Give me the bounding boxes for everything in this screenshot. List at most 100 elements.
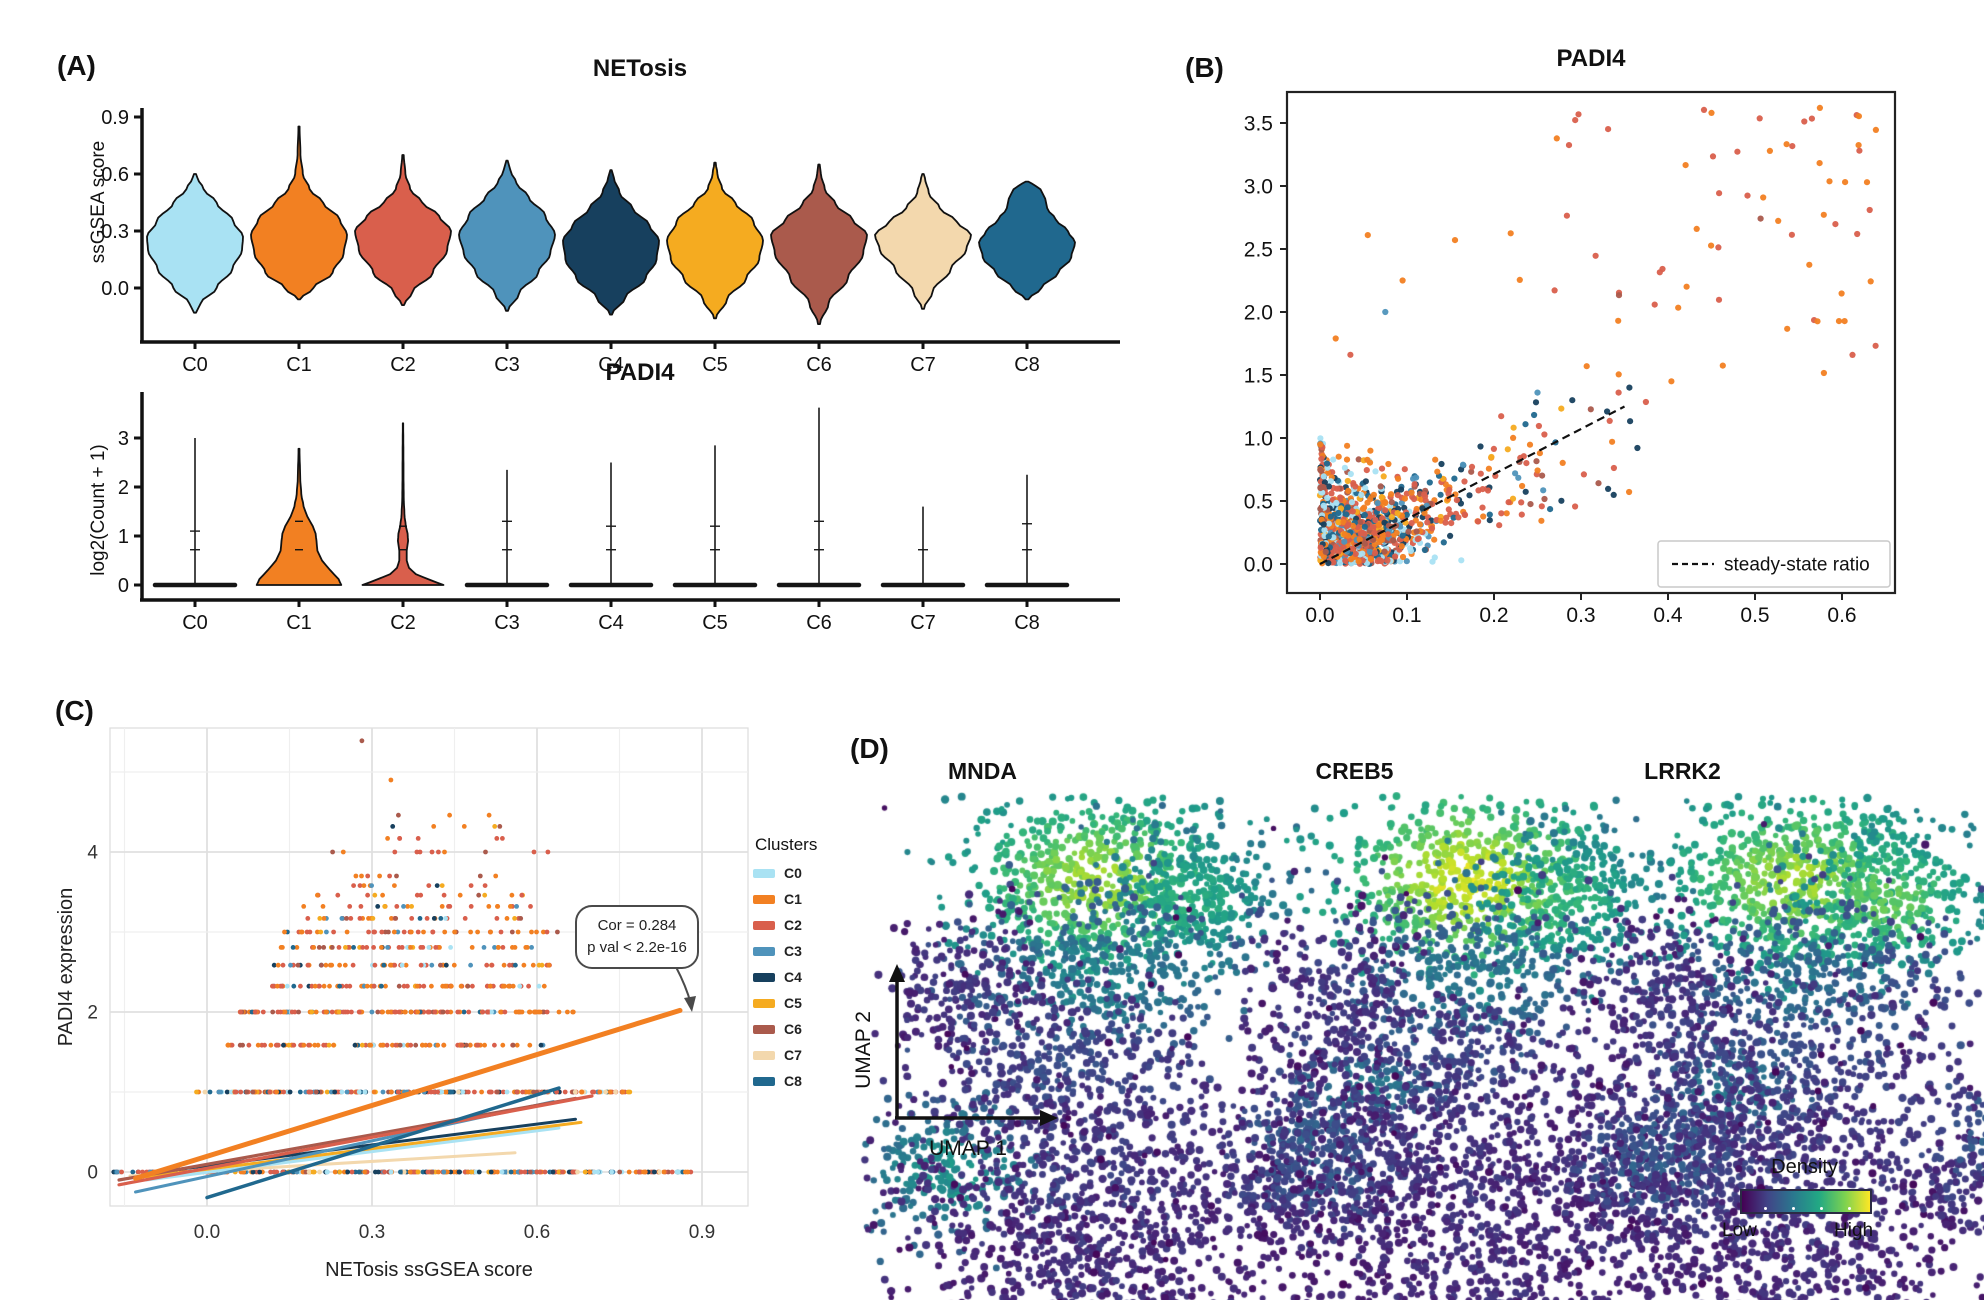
colorbar-high-label: High (1834, 1220, 1874, 1241)
umap-axes: UMAP 2 UMAP 1 (852, 964, 1058, 1160)
umap1-label: UMAP 1 (929, 1137, 1007, 1160)
violin-C5 (666, 161, 764, 320)
colorbar-title: Density (1771, 1156, 1838, 1178)
correlation-ylabel: PADI4 expression (55, 888, 77, 1047)
violin-C2 (354, 154, 452, 306)
padi4-scatter-canvas: 0.0 0.1 0.2 0.3 0.4 0.5 0.6 0.0 0.5 1.0 1.5 2.0 2.5 3… (1244, 90, 1897, 627)
legend-swatch-C6 (753, 1025, 775, 1034)
legend: steady-state ratio (1657, 540, 1891, 588)
x-tick-label: C0 (182, 612, 208, 634)
x-tick-label: C1 (286, 354, 312, 376)
y-tick-label: 2 (118, 477, 129, 499)
legend-swatch-C0 (753, 869, 775, 878)
legend-swatch-C4 (753, 973, 775, 982)
netosis-ylabel: ssGSEA score (88, 141, 109, 264)
legend-swatch-C1 (753, 895, 775, 904)
clusters-legend: Clusters C0 C1 C2 C3 C4 C5 C6 C7 C8 (753, 835, 817, 1089)
y-tick-label: 0 (118, 575, 129, 597)
x-tick-label: C2 (390, 612, 416, 634)
colorbar-gradient (1740, 1189, 1872, 1214)
legend-swatch-C2 (753, 921, 775, 930)
violin-C3 (458, 159, 556, 312)
x-tick-label: C4 (598, 612, 624, 634)
netosis-title: NETosis (593, 55, 687, 82)
y-tick-label: 2.0 (1244, 301, 1273, 324)
x-tick-label: C1 (286, 612, 312, 634)
y-tick-label: 0.0 (101, 278, 129, 300)
y-tick-label: 4 (87, 843, 98, 864)
violin-C6 (770, 163, 868, 325)
netosis-violin-plot: 0.0 0.3 0.6 0.9 C0 C1 C2 C3 C4 C5 C6 C7 C8 NETosis s… (88, 55, 1120, 376)
padi4-scatter-title: PADI4 (1557, 45, 1627, 72)
correlation-xlabel: NETosis ssGSEA score (325, 1259, 533, 1281)
legend-swatch-C3 (753, 947, 775, 956)
x-tick-label: 0.4 (1653, 604, 1683, 627)
legend-swatch-C7 (753, 1051, 775, 1060)
legend-label-C2: C2 (784, 917, 802, 933)
panel-a-label: (A) (57, 50, 96, 81)
y-tick-label: 3.5 (1244, 112, 1273, 135)
scatter-points (111, 738, 694, 1175)
padi4-violin-ylabel: log2(Count + 1) (88, 444, 109, 576)
y-tick-label: 0 (87, 1163, 98, 1184)
y-tick-label: 0.6 (101, 164, 129, 186)
legend-label-C6: C6 (784, 1021, 802, 1037)
x-tick-label: 0.6 (524, 1222, 550, 1243)
violin-C8 (978, 180, 1076, 301)
legend-label-C4: C4 (784, 969, 802, 985)
legend-label-C5: C5 (784, 995, 802, 1011)
umap2-label: UMAP 2 (852, 1011, 875, 1089)
steady-state-line (1319, 405, 1626, 565)
y-tick-label: 2.5 (1244, 238, 1273, 261)
regression-line-C1 (133, 1007, 683, 1181)
y-tick-label: 0.0 (1244, 553, 1273, 576)
y-tick-label: 3 (118, 428, 129, 450)
x-tick-label: C6 (806, 354, 832, 376)
annotation-cor: Cor = 0.284 (598, 917, 677, 934)
correlation-annotation: Cor = 0.284 p val < 2.2e-16 (575, 905, 699, 1012)
x-tick-label: C8 (1014, 612, 1040, 634)
legend-label: steady-state ratio (1724, 555, 1870, 576)
x-tick-label: C8 (1014, 354, 1040, 376)
legend-label-C3: C3 (784, 943, 802, 959)
x-tick-label: 0.5 (1740, 604, 1769, 627)
x-tick-label: C6 (806, 612, 832, 634)
violin-C1 (250, 125, 348, 301)
regression-line-C8 (205, 1086, 561, 1200)
umap1-arrowhead-icon (1040, 1110, 1058, 1126)
x-tick-label: 0.0 (1305, 604, 1334, 627)
x-tick-label: C0 (182, 354, 208, 376)
padi4-violin-canvas: 0 1 2 3 C0 C1 C2 C3 C4 C5 C6 C7 C8 (118, 392, 1120, 634)
x-tick-label: 0.6 (1827, 604, 1856, 627)
violin-C4 (562, 169, 660, 316)
y-tick-label: 2 (87, 1003, 98, 1024)
umap2-arrowhead-icon (889, 964, 905, 982)
y-tick-label: 1.5 (1244, 364, 1273, 387)
y-tick-label: 0.9 (101, 107, 129, 129)
legend-swatch-C5 (753, 999, 775, 1008)
x-tick-label: C5 (702, 354, 728, 376)
x-tick-label: 0.0 (194, 1222, 220, 1243)
legend-label-C1: C1 (784, 891, 802, 907)
umap-title-mnda: MNDA (948, 758, 1017, 784)
y-tick-label: 0.3 (101, 221, 129, 243)
regression-line-C2 (117, 1094, 594, 1187)
y-tick-label: 0.5 (1244, 490, 1273, 513)
padi4-violin-plot: 0 1 2 3 C0 C1 C2 C3 C4 C5 C6 C7 C8 PADI4 log2(Count … (88, 359, 1120, 634)
violin-C7 (874, 173, 972, 310)
x-tick-label: 0.3 (359, 1222, 385, 1243)
legend-label-C0: C0 (784, 865, 802, 881)
umap-title-lrrk2: LRRK2 (1644, 758, 1721, 784)
umap-density-lrrk2 (1560, 792, 1984, 1300)
scatter-points (1316, 104, 1879, 568)
colorbar-low-label: Low (1722, 1220, 1757, 1241)
y-tick-label: 1 (118, 526, 129, 548)
panel-b-label: (B) (1185, 52, 1224, 83)
panel-c-label: (C) (55, 695, 94, 726)
y-tick-label: 1.0 (1244, 427, 1273, 450)
y-tick-label: 3.0 (1244, 175, 1273, 198)
x-tick-label: 0.9 (689, 1222, 715, 1243)
legend-label-C7: C7 (784, 1047, 802, 1063)
x-tick-label: C4 (598, 354, 624, 376)
